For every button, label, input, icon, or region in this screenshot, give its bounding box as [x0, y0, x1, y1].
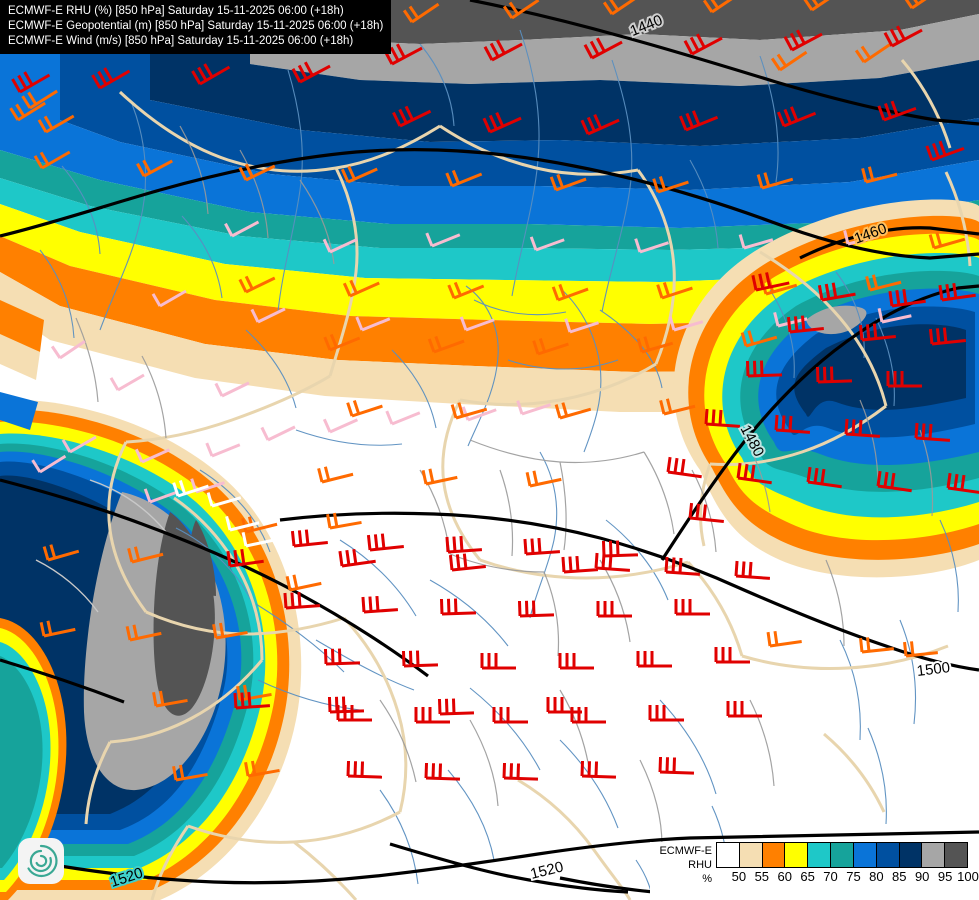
- map-title-block: ECMWF-E RHU (%) [850 hPa] Saturday 15-11…: [0, 0, 392, 54]
- legend-swatch-75-80: [853, 843, 877, 867]
- title-line-rhu: ECMWF-E RHU (%) [850 hPa] Saturday 15-11…: [8, 5, 344, 17]
- legend-swatch-80-85: [876, 843, 900, 867]
- legend-model: ECMWF-E: [659, 845, 712, 857]
- legend-tick-65: 65: [800, 869, 815, 884]
- legend-tick-70: 70: [823, 869, 838, 884]
- legend-tick-75: 75: [846, 869, 861, 884]
- legend-tick-100: 100: [957, 869, 979, 884]
- legend-swatch-55-60: [762, 843, 786, 867]
- title-line-wind: ECMWF-E Wind (m/s) [850 hPa] Saturday 15…: [8, 35, 354, 47]
- title-line-geopotential: ECMWF-E Geopotential (m) [850 hPa] Satur…: [8, 20, 384, 32]
- legend-tick-95: 95: [937, 869, 953, 884]
- legend-parameter: RHU: [688, 859, 712, 871]
- legend-swatch-70-75: [831, 843, 854, 867]
- legend-swatch-65-70: [808, 843, 832, 867]
- legend-tick-50: 50: [731, 869, 747, 884]
- legend-swatch-95-100: [945, 843, 967, 867]
- legend-swatch-85-90: [899, 843, 923, 867]
- legend-tick-60: 60: [777, 869, 792, 884]
- cyclone-spiral-logo: [18, 838, 64, 884]
- contour-label-1500: 1500: [916, 659, 951, 680]
- legend-tick-90: 90: [914, 869, 930, 884]
- legend-unit: %: [702, 873, 712, 885]
- legend-scale: 50 55 60 65 70 75 80 85 90 95 100: [716, 842, 979, 888]
- legend-tick-85: 85: [892, 869, 907, 884]
- legend-swatch-50-55: [739, 843, 763, 867]
- legend-swatch-lt50: [717, 843, 740, 867]
- legend-tick-80: 80: [869, 869, 884, 884]
- contour-label-1500-halo: 1500: [916, 659, 951, 680]
- legend-swatch-strip: [716, 842, 968, 868]
- legend-swatch-60-65: [785, 843, 809, 867]
- legend-caption: ECMWF-E RHU %: [650, 842, 716, 886]
- legend-tick-55: 55: [754, 869, 770, 884]
- rhu-color-legend: ECMWF-E RHU % 50 55 60 65 70 75 80 85 90 95 100: [650, 842, 979, 900]
- legend-tick-labels: 50 55 60 65 70 75 80 85 90 95 100: [716, 868, 979, 888]
- legend-swatch-90-95: [922, 843, 946, 867]
